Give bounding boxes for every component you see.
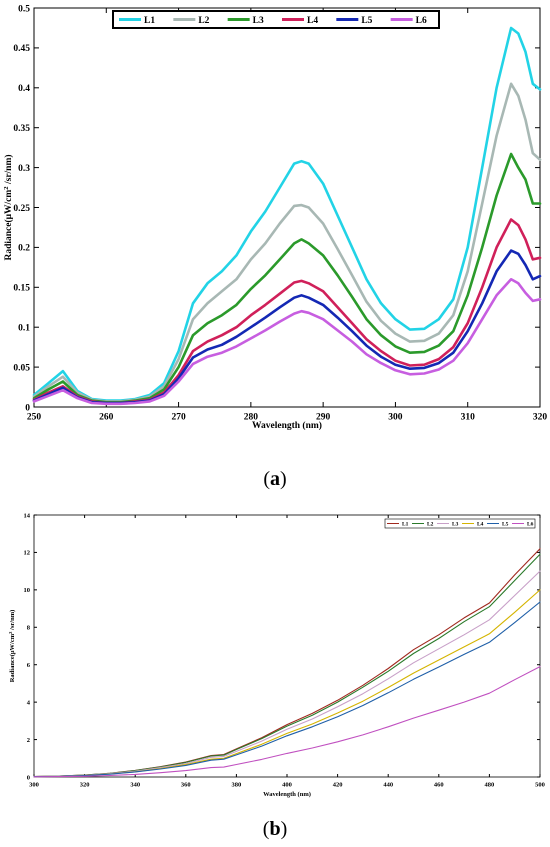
y-tick-label: 0.5 <box>18 4 30 14</box>
y-tick-label: 14 <box>24 512 31 519</box>
y-tick-label: 0.45 <box>13 44 30 54</box>
series-line-l1 <box>33 548 541 778</box>
x-tick-label: 250 <box>27 413 42 423</box>
legend-label-l3: L3 <box>253 16 264 26</box>
x-tick-label: 310 <box>461 413 476 423</box>
x-tick-label: 320 <box>80 782 90 789</box>
x-tick-label: 460 <box>434 782 444 789</box>
y-axis-label-tail: /sr/nm) <box>9 610 16 632</box>
chart-a-svg: 250 260 270 280 290 300 310 320 0 0.05 0.1 0.15 0.2 0… <box>3 4 548 431</box>
legend-label-l1: L1 <box>402 521 409 527</box>
x-tick-label: 380 <box>232 782 242 789</box>
legend-label-l4: L4 <box>477 521 484 527</box>
series-line-l2 <box>33 553 541 778</box>
x-tick-label: 500 <box>535 782 545 789</box>
legend-label-l5: L5 <box>502 521 509 527</box>
y-tick-label: 0.35 <box>13 124 30 134</box>
x-tick-label: 440 <box>383 782 393 789</box>
y-tick-label: 12 <box>24 550 31 557</box>
legend-label-l2: L2 <box>198 16 209 26</box>
x-tick-label: 260 <box>99 413 114 423</box>
y-tick-label: 0.25 <box>13 204 30 214</box>
series-line-l3 <box>33 570 541 778</box>
y-tick-label: 6 <box>27 662 31 669</box>
x-tick-label: 360 <box>181 782 191 789</box>
x-tick-label: 300 <box>29 782 39 789</box>
y-axis-label-main: Radiance(μW/cm <box>9 633 16 682</box>
y-tick-label: 10 <box>24 587 31 594</box>
y-tick-label: 0.4 <box>18 84 30 94</box>
legend-label-l4: L4 <box>307 16 318 26</box>
x-tick-label: 300 <box>388 413 403 423</box>
legend-label-l2: L2 <box>427 521 434 527</box>
series-line-l3 <box>32 152 542 404</box>
legend-box <box>112 10 440 29</box>
plot-frame <box>33 514 541 778</box>
legend-label-l5: L5 <box>361 16 372 26</box>
chart-a: 250 260 270 280 290 300 310 320 0 0.05 0.1 0.15 0.2 0… <box>3 4 548 431</box>
x-tick-label: 320 <box>533 413 548 423</box>
y-axis-label-main: Radiance(μW/cm <box>3 190 14 261</box>
chart-b: 300 320 340 360 380 400 420 440 460 480 500 0 2 4 6 8 10… <box>0 505 550 805</box>
caption-b-letter: b <box>269 818 281 840</box>
legend-label-l6: L6 <box>416 16 427 26</box>
y-tick-label: 0 <box>27 774 30 781</box>
y-axis-label: Radiance(μW/cm2 /sr/nm) <box>8 610 17 683</box>
y-tick-label: 0.15 <box>13 284 30 294</box>
chart-b-svg: 300 320 340 360 380 400 420 440 460 480 500 0 2 4 6 8 10… <box>8 512 545 798</box>
x-tick-label: 420 <box>333 782 343 789</box>
x-tick-label: 340 <box>130 782 140 789</box>
y-tick-label: 0.3 <box>18 164 30 174</box>
y-tick-label: 0.2 <box>18 244 30 254</box>
series-line-l2 <box>32 82 542 403</box>
caption-a-letter: a <box>270 468 280 490</box>
y-tick-label: 0 <box>25 403 30 413</box>
x-tick-label: 290 <box>316 413 331 423</box>
legend-label-l6: L6 <box>527 521 534 527</box>
y-axis-label-tail: /sr/nm) <box>3 154 14 186</box>
y-tick-label: 2 <box>27 737 30 744</box>
y-tick-label: 0.1 <box>18 324 30 334</box>
legend-label-l1: L1 <box>144 16 155 26</box>
y-axis-label-sup: 2 <box>3 186 10 190</box>
y-tick-label: 4 <box>27 699 31 706</box>
series-line-l4 <box>32 218 542 405</box>
x-tick-label: 480 <box>485 782 495 789</box>
x-axis-label: Wavelength (nm) <box>252 420 322 431</box>
x-tick-label: 280 <box>244 413 259 423</box>
y-axis-label: Radiance(μW/cm2 /sr/nm) <box>3 154 15 260</box>
legend-label-l3: L3 <box>452 521 459 527</box>
y-tick-label: 8 <box>27 625 31 632</box>
y-axis-label-sup: 2 <box>8 631 13 634</box>
caption-a: (a) <box>263 468 287 490</box>
x-tick-label: 270 <box>171 413 186 423</box>
y-tick-label: 0.05 <box>13 363 30 373</box>
series-line-l5 <box>33 601 541 778</box>
caption-b: (b) <box>262 818 288 840</box>
x-axis-label: Wavelength (nm) <box>263 791 311 798</box>
series-line-l6 <box>32 277 542 406</box>
series-line-l6 <box>33 666 541 778</box>
x-tick-label: 400 <box>282 782 292 789</box>
legend-box <box>384 518 536 529</box>
